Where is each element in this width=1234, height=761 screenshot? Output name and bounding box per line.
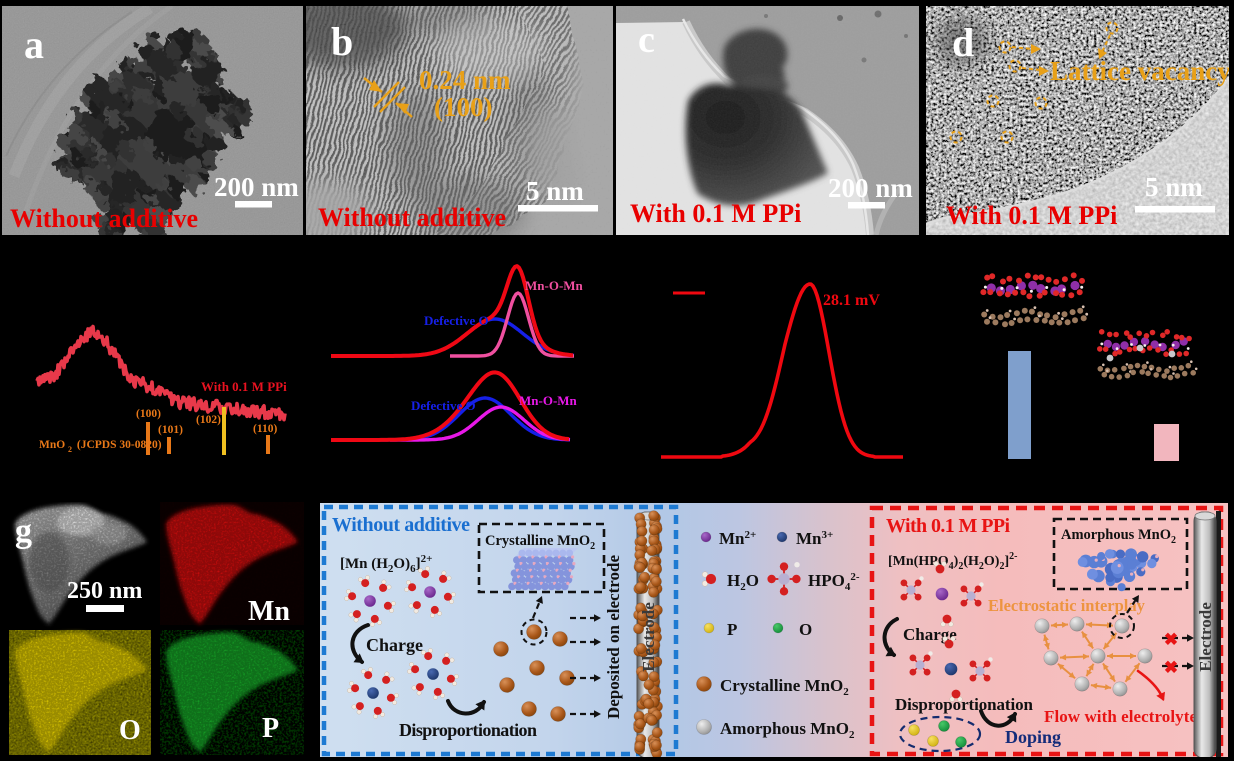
svg-text:0.24 nm: 0.24 nm <box>419 65 511 95</box>
svg-text:(101): (101) <box>158 424 183 436</box>
svg-text:Electrode: Electrode <box>639 602 658 672</box>
svg-text:Mn-O-Mn: Mn-O-Mn <box>525 278 584 293</box>
svg-text:Electrode: Electrode <box>1196 602 1215 672</box>
svg-text:Amorphous MnO2: Amorphous MnO2 <box>720 719 855 741</box>
svg-text:[Mn (H2O)6]2+: [Mn (H2O)6]2+ <box>340 553 432 575</box>
svg-text:Flow with electrolyte: Flow with electrolyte <box>1044 707 1197 726</box>
svg-text:✖: ✖ <box>1164 630 1178 649</box>
svg-text:Lattice vacancy: Lattice vacancy <box>1050 56 1229 86</box>
svg-text:(JCPDS 30-0820): (JCPDS 30-0820) <box>74 439 162 451</box>
svg-text:Amorphous MnO2: Amorphous MnO2 <box>1061 527 1176 546</box>
svg-text:P: P <box>727 620 737 639</box>
svg-text:Mn-O-Mn: Mn-O-Mn <box>519 393 578 408</box>
svg-text:Without additive: Without additive <box>10 204 198 233</box>
svg-text:5 nm: 5 nm <box>1145 172 1203 202</box>
svg-text:(110): (110) <box>253 423 277 435</box>
svg-text:250 nm: 250 nm <box>67 578 142 604</box>
svg-text:c: c <box>638 19 655 61</box>
svg-text:O: O <box>799 620 812 639</box>
svg-text:Doping: Doping <box>1005 727 1061 747</box>
svg-text:With 0.1 M PPi: With 0.1 M PPi <box>946 201 1117 230</box>
svg-text:With 0.1 M PPi: With 0.1 M PPi <box>630 199 801 228</box>
svg-text:Without additive: Without additive <box>332 514 470 536</box>
svg-text:Defective O: Defective O <box>424 313 489 328</box>
svg-text:With 0.1 M PPi: With 0.1 M PPi <box>886 515 1010 537</box>
svg-text:(100): (100) <box>136 408 161 420</box>
svg-text:Deposited on electrode: Deposited on electrode <box>604 555 623 719</box>
svg-text:Electrostatic interplay: Electrostatic interplay <box>988 596 1146 615</box>
svg-text:2: 2 <box>68 445 72 454</box>
svg-text:5 nm: 5 nm <box>526 176 584 206</box>
svg-text:Disproportionation: Disproportionation <box>399 720 537 740</box>
svg-text:28.1 mV: 28.1 mV <box>823 292 880 309</box>
svg-text:Mn: Mn <box>248 596 290 627</box>
svg-text:b: b <box>331 19 353 64</box>
svg-text:d: d <box>952 20 974 65</box>
svg-text:Disproportionation: Disproportionation <box>895 695 1034 714</box>
svg-text:(102): (102) <box>196 414 221 426</box>
svg-text:(100): (100) <box>434 92 492 122</box>
svg-text:✖: ✖ <box>1164 658 1178 677</box>
svg-text:With 0.1 M PPi: With 0.1 M PPi <box>201 379 287 394</box>
svg-text:H2O: H2O <box>727 571 759 593</box>
svg-text:[Mn(HPO4)2(H2O)2]2-: [Mn(HPO4)2(H2O)2]2- <box>888 551 1017 572</box>
svg-text:Defective O: Defective O <box>411 398 476 413</box>
svg-text:g: g <box>15 513 32 550</box>
svg-text:P: P <box>262 713 279 744</box>
svg-text:200 nm: 200 nm <box>828 173 913 203</box>
svg-text:Without additive: Without additive <box>318 203 506 232</box>
svg-text:a: a <box>24 22 44 67</box>
svg-text:Crystalline MnO2: Crystalline MnO2 <box>720 676 849 698</box>
svg-text:200 nm: 200 nm <box>214 172 299 202</box>
svg-text:MnO: MnO <box>39 439 65 451</box>
svg-text:O: O <box>119 715 141 746</box>
svg-text:Charge: Charge <box>366 635 423 655</box>
svg-text:Crystalline MnO2: Crystalline MnO2 <box>485 533 595 552</box>
